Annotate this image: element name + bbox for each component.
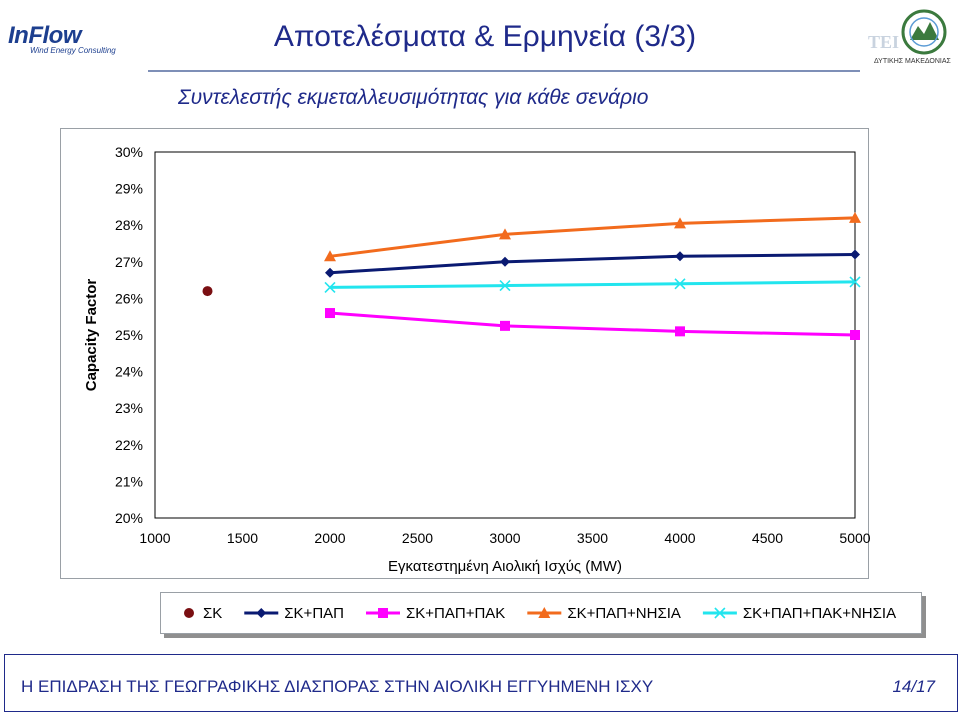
legend-item: ΣΚ+ΠΑΠ — [244, 605, 344, 622]
data-point — [849, 276, 861, 288]
y-tick-label: 20% — [115, 510, 143, 526]
header-divider — [148, 70, 860, 72]
y-tick-label: 29% — [115, 181, 143, 197]
y-tick-label: 26% — [115, 290, 143, 306]
legend-label: ΣΚ+ΠΑΠ+ΝΗΣΙΑ — [567, 605, 681, 622]
data-point — [850, 249, 860, 260]
legend-label: ΣΚ+ΠΑΠ+ΠΑΚ+ΝΗΣΙΑ — [743, 605, 896, 622]
data-point — [674, 278, 686, 290]
inflow-logo: InFlow Wind Energy Consulting — [8, 22, 148, 55]
y-tick-label: 25% — [115, 327, 143, 343]
legend-marker — [184, 608, 194, 618]
legend-marker — [256, 608, 267, 618]
data-point — [500, 256, 510, 267]
y-tick-label: 21% — [115, 473, 143, 489]
series-line — [329, 216, 856, 258]
data-point — [500, 320, 510, 331]
logo-region-text: ΔΥΤΙΚΗΣ ΜΑΚΕΔΟΝΙΑΣ — [874, 58, 951, 65]
line-chart: 20% 21% 22% 23% 24% 25% 26% 27% 28% 29% 30% 1000 150… — [60, 128, 871, 579]
y-tick-label: 28% — [115, 217, 143, 233]
legend-marker — [714, 607, 726, 619]
emblem-icon — [901, 9, 947, 55]
data-point — [675, 326, 685, 337]
chart-legend: ΣΚ ΣΚ+ΠΑΠ ΣΚ+ΠΑΠ+ΠΑΚ ΣΚ+ΠΑΠ+ΝΗΣΙΑ ΣΚ+ΠΑΠ+ΠΑΚ… — [160, 592, 922, 634]
logo-tagline: Wind Energy Consulting — [30, 46, 116, 55]
footer: Η ΕΠΙΔΡΑΣΗ ΤΗΣ ΓΕΩΓΡΑΦΙΚΗΣ ΔΙΑΣΠΟΡΑΣ ΣΤΗ… — [0, 654, 960, 716]
legend-label: ΣΚ+ΠΑΠ+ΠΑΚ — [406, 605, 505, 622]
legend-label: ΣΚ+ΠΑΠ — [284, 605, 344, 622]
tei-logo: TEI ΔΥΤΙΚΗΣ ΜΑΚΕΔΟΝΙΑΣ — [862, 6, 956, 68]
y-tick-label: 30% — [115, 144, 143, 160]
data-point — [675, 251, 685, 262]
data-point — [499, 228, 511, 240]
x-axis-label: Εγκατεστημένη Αιολική Ισχύς (MW) — [388, 558, 622, 575]
chart-subtitle: Συντελεστής εκμεταλλευσιμότητας για κάθε… — [178, 86, 649, 109]
series-line — [329, 311, 856, 337]
data-point — [674, 217, 686, 229]
x-tick-label: 1000 — [139, 530, 170, 546]
legend-marker — [378, 608, 388, 618]
series-3 — [324, 211, 861, 262]
x-tick-label: 3500 — [577, 530, 608, 546]
legend-item: ΣΚ+ΠΑΠ+ΝΗΣΙΑ — [527, 605, 681, 622]
x-tick-label: 3000 — [489, 530, 520, 546]
series-line — [329, 280, 856, 289]
data-point — [325, 267, 335, 278]
chart-frame — [60, 128, 869, 579]
series-line — [329, 252, 856, 275]
x-tick-label: 1500 — [227, 530, 258, 546]
series-4 — [324, 276, 861, 293]
legend-label: ΣΚ — [203, 605, 222, 622]
legend-item: ΣΚ+ΠΑΠ+ΠΑΚ+ΝΗΣΙΑ — [702, 605, 896, 622]
x-tick-label: 5000 — [839, 530, 870, 546]
x-tick-label: 2500 — [402, 530, 433, 546]
y-tick-label: 23% — [115, 400, 143, 416]
footer-title: Η ΕΠΙΔΡΑΣΗ ΤΗΣ ΓΕΩΓΡΑΦΙΚΗΣ ΔΙΑΣΠΟΡΑΣ ΣΤΗ… — [21, 677, 654, 696]
logo-tei-text: TEI — [868, 32, 900, 52]
legend-item: ΣΚ — [184, 605, 222, 622]
footer-bar: Η ΕΠΙΔΡΑΣΗ ΤΗΣ ΓΕΩΓΡΑΦΙΚΗΣ ΔΙΑΣΠΟΡΑΣ ΣΤΗ… — [4, 654, 958, 712]
data-point — [324, 281, 336, 293]
x-tick-label: 4000 — [664, 530, 695, 546]
page-number: 14/17 — [892, 677, 935, 696]
series-0 — [202, 286, 213, 297]
data-point — [325, 308, 335, 319]
logo-brand-text: InFlow — [8, 22, 81, 49]
chart-container: 20% 21% 22% 23% 24% 25% 26% 27% 28% 29% 30% 1000 150… — [60, 128, 922, 638]
y-tick-label: 22% — [115, 437, 143, 453]
y-tick-label: 24% — [115, 364, 143, 380]
data-point — [499, 280, 511, 292]
data-point — [324, 250, 336, 262]
page-title: Αποτελέσματα & Ερμηνεία (3/3) — [273, 20, 697, 53]
x-tick-label: 2000 — [314, 530, 345, 546]
y-tick-label: 27% — [115, 254, 143, 270]
series-2 — [325, 308, 860, 340]
series-1 — [325, 249, 860, 278]
data-point — [850, 330, 860, 340]
legend-svg: ΣΚ ΣΚ+ΠΑΠ ΣΚ+ΠΑΠ+ΠΑΚ ΣΚ+ΠΑΠ+ΝΗΣΙΑ ΣΚ+ΠΑΠ+ΠΑΚ… — [184, 605, 896, 622]
data-point — [849, 211, 861, 223]
legend-marker — [538, 607, 551, 618]
legend-item: ΣΚ+ΠΑΠ+ΠΑΚ — [366, 605, 505, 622]
data-point — [202, 286, 213, 297]
x-tick-label: 4500 — [752, 530, 783, 546]
y-axis-label: Capacity Factor — [83, 279, 100, 392]
